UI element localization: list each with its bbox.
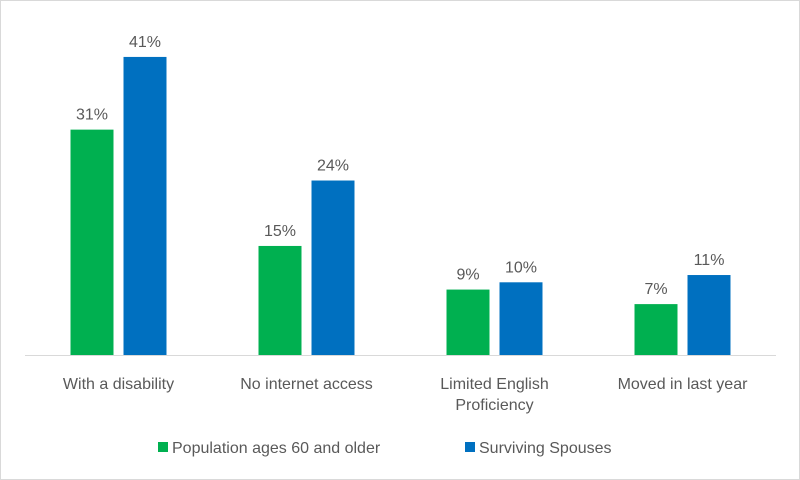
legend-swatch — [465, 442, 475, 452]
data-label: 9% — [456, 267, 479, 284]
bar-population — [258, 245, 302, 355]
data-label: 41% — [129, 34, 161, 51]
legend-label: Population ages 60 and older — [172, 440, 381, 457]
bar-surviving-spouses — [499, 282, 543, 355]
data-label: 15% — [264, 223, 296, 240]
bar-surviving-spouses — [311, 180, 355, 355]
data-label: 11% — [694, 252, 725, 269]
category-label: Proficiency — [455, 397, 533, 414]
data-label: 7% — [644, 281, 667, 298]
bar-population — [446, 289, 490, 355]
data-label: 10% — [505, 259, 537, 276]
category-label: No internet access — [240, 376, 373, 393]
data-label: 31% — [76, 107, 108, 124]
legend-label: Surviving Spouses — [479, 440, 612, 457]
data-label: 24% — [317, 158, 349, 175]
bar-population — [634, 304, 678, 355]
bar-surviving-spouses — [687, 275, 731, 355]
bar-population — [70, 129, 114, 355]
category-label: Limited English — [440, 376, 549, 393]
bar-surviving-spouses — [123, 56, 167, 356]
category-label: With a disability — [63, 376, 174, 393]
category-label: Moved in last year — [618, 376, 749, 393]
legend-swatch — [158, 442, 168, 452]
